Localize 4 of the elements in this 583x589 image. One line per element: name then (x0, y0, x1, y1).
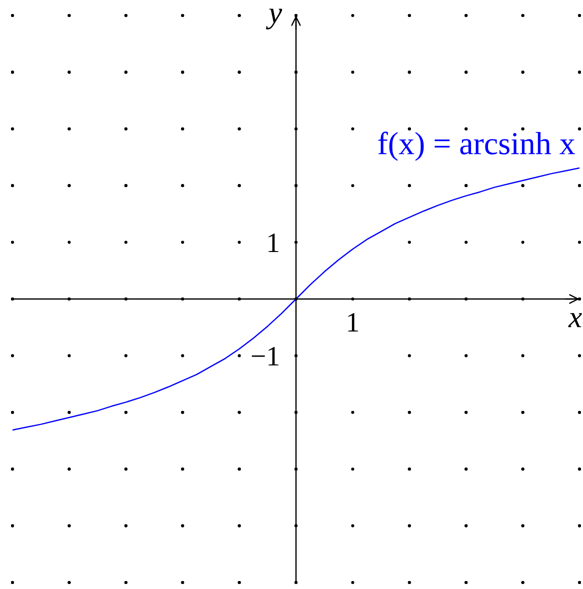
y-axis-title: y (266, 8, 282, 30)
y-tick-label: −1 (252, 347, 278, 366)
x-axis-title: x (568, 313, 582, 328)
series-label: f(x) = arcsinh x (378, 132, 575, 161)
